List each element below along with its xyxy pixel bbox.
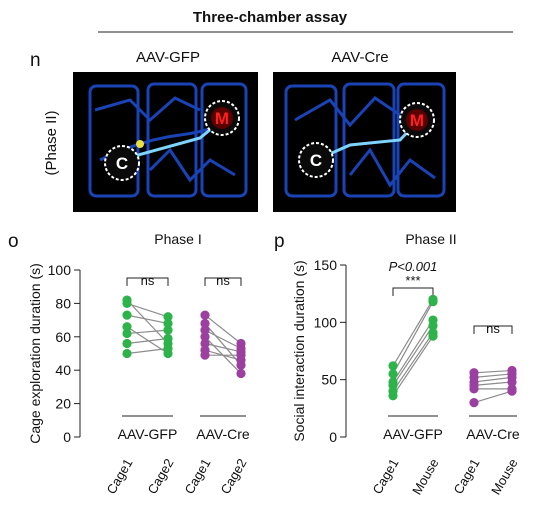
mouse-label: M [215, 109, 229, 128]
significance-label: ns [486, 321, 500, 336]
group-label: AAV-Cre [466, 426, 520, 442]
data-point [200, 310, 210, 320]
data-point [163, 343, 173, 354]
data-point [122, 338, 132, 349]
chart-title: Phase I [154, 231, 201, 247]
data-point [469, 384, 479, 394]
data-point [122, 322, 132, 332]
y-tick-label: 0 [329, 429, 337, 445]
significance-bracket [126, 277, 169, 286]
significance-bracket [473, 325, 513, 334]
pair-connector [204, 342, 242, 353]
x-tick-label: Mouse [409, 456, 442, 497]
x-tick-label: Cage2 [144, 456, 176, 497]
pair-connector [126, 329, 169, 335]
data-point [200, 338, 210, 349]
pair-connector [126, 302, 169, 318]
data-point [507, 386, 517, 396]
chart-title: Phase II [405, 231, 456, 247]
x-tick-label: Cage1 [103, 456, 135, 497]
cage-label: C [116, 154, 128, 173]
data-point [236, 350, 246, 360]
group-label: AAV-GFP [118, 426, 178, 442]
pair-connector [392, 335, 434, 397]
panel-label: o [8, 231, 19, 252]
data-point [163, 325, 173, 335]
x-tick-label: Cage1 [369, 456, 401, 497]
data-point [200, 318, 210, 329]
data-point [428, 297, 438, 307]
y-tick-label: 60 [55, 329, 71, 345]
significance-label: ns [141, 273, 155, 288]
data-point [122, 298, 132, 308]
y-tick-label: 150 [314, 257, 338, 273]
pair-connector [473, 373, 513, 378]
pair-connector [473, 369, 513, 374]
data-point [122, 328, 132, 339]
figure-title: Three-chamber assay [193, 9, 348, 26]
group-label: AAV-GFP [383, 426, 443, 442]
heatmap [73, 72, 258, 212]
group-label: AAV-Cre [196, 426, 250, 442]
panel-label: n [30, 50, 41, 71]
pair-connector [473, 376, 513, 383]
y-tick-label: 100 [314, 314, 338, 330]
y-tick-label: 100 [48, 262, 72, 278]
y-axis-label: Cage exploration duration (s) [27, 263, 43, 444]
x-tick-label: Cage1 [450, 456, 482, 497]
row-label: (Phase II) [43, 110, 60, 175]
y-tick-label: 50 [321, 372, 337, 388]
y-tick-label: 80 [55, 295, 71, 311]
panel-label: p [274, 231, 285, 252]
data-point [428, 321, 438, 331]
y-tick-label: 40 [55, 362, 71, 378]
pair-connector [126, 337, 169, 345]
data-point [388, 369, 398, 379]
pair-connector [473, 390, 513, 404]
pair-connector [126, 299, 169, 344]
data-point [200, 350, 210, 360]
pair-connector [126, 347, 169, 355]
data-point [163, 333, 173, 344]
pair-connector [392, 332, 434, 392]
x-tick-label: Cage2 [217, 456, 249, 497]
pair-connector [392, 319, 434, 383]
y-tick-label: 20 [55, 396, 71, 412]
data-point [507, 377, 517, 387]
y-axis-label: Social interaction duration (s) [291, 260, 307, 441]
image-title: AAV-Cre [331, 49, 388, 66]
pair-connector [204, 329, 242, 350]
heatmap [273, 72, 456, 212]
image-title: AAV-GFP [136, 49, 200, 66]
pair-connector [392, 299, 434, 367]
data-point [163, 318, 173, 329]
significance-bracket [204, 277, 242, 286]
data-point [469, 398, 479, 408]
significance-label: ns [216, 273, 230, 288]
pair-connector [392, 325, 434, 386]
data-point [122, 310, 132, 320]
data-point [428, 331, 438, 341]
significance-bracket [392, 287, 434, 296]
mouse-label: M [410, 111, 424, 130]
y-tick-label: 0 [63, 429, 71, 445]
data-point [122, 348, 132, 359]
pair-connector [473, 381, 513, 386]
x-tick-label: Cage1 [181, 456, 213, 497]
data-point [200, 332, 210, 342]
cage-label: C [310, 151, 322, 170]
p-value-label: P<0.001 [389, 259, 438, 274]
pair-connector [392, 301, 434, 375]
data-point [163, 312, 173, 322]
x-tick-label: Mouse [488, 456, 521, 497]
pair-connector [204, 314, 242, 344]
data-point [388, 391, 398, 401]
significance-label: *** [405, 273, 420, 288]
data-point [388, 361, 398, 371]
data-point [236, 368, 246, 379]
pair-connector [126, 314, 169, 325]
data-point [200, 325, 210, 335]
